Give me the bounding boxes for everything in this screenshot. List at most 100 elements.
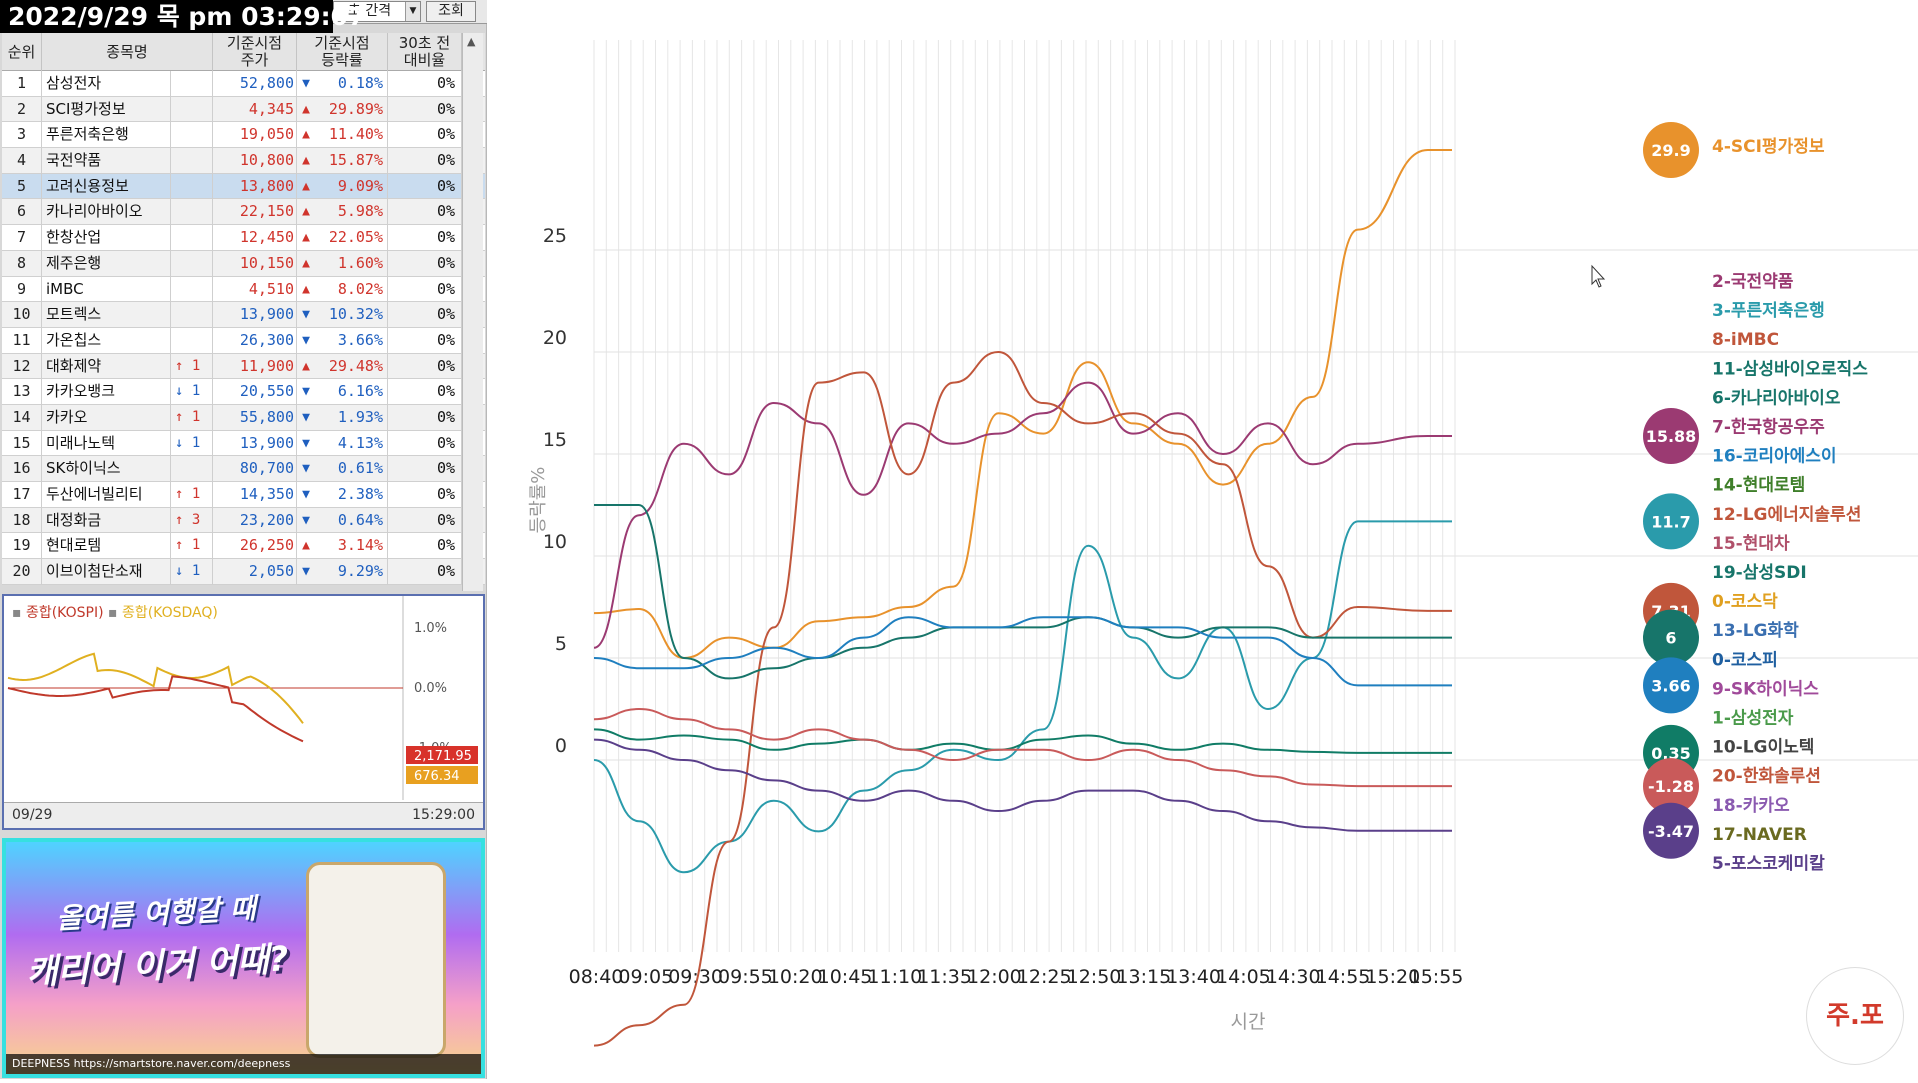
main-chart: 0 5 10 15 20 25 08:40 09:05 09:30 09:55 10:20 10:4… (488, 0, 1918, 1079)
price-cell: 10,800 (213, 148, 297, 174)
rank-change-cell: ↑ 1 (171, 533, 213, 560)
mini-time: 15:29:00 (412, 807, 475, 823)
rank-cell: 17 (2, 482, 42, 508)
header-price[interactable]: 기준시점 주가 (213, 33, 297, 71)
table-row[interactable]: 3 푸른저축은행 19,050 ▲ 11.40% 0% (2, 122, 485, 149)
rank-change-cell (171, 327, 213, 354)
price-cell: 2,050 (213, 559, 297, 585)
kospi-line (7, 675, 304, 743)
rank-cell: 4 (2, 148, 42, 174)
legend-label: 0-코스닥 (1712, 592, 1778, 612)
table-row[interactable]: 8 제주은행 10,150 ▲ 1.60% 0% (2, 250, 485, 277)
table-row[interactable]: 9 iMBC 4,510 ▲ 8.02% 0% (2, 276, 485, 303)
header-rate[interactable]: 기준시점 등락률 (297, 33, 388, 71)
stock-name-cell: 대화제약 (42, 353, 171, 380)
table-row[interactable]: 15 미래나노텍 ↓ 1 13,900 ▼ 4.13% 0% (2, 430, 485, 457)
table-row[interactable]: 4 국전약품 10,800 ▲ 15.87% 0% (2, 148, 485, 174)
rate-cell: 4.13% (315, 430, 388, 457)
table-row[interactable]: 7 한창산업 12,450 ▲ 22.05% 0% (2, 225, 485, 251)
triangle-down-icon: ▼ (302, 564, 310, 580)
legend-label: 11-삼성바이오로직스 (1712, 359, 1868, 379)
series-end-value: -3.47 (1648, 822, 1694, 841)
legend-label: 7-한국항공우주 (1712, 417, 1825, 438)
series-end-bubble (1643, 408, 1699, 465)
table-row[interactable]: 17 두산에너빌리티 ↑ 1 14,350 ▼ 2.38% 0% (2, 482, 485, 508)
stock-name-cell: 푸른저축은행 (42, 122, 171, 149)
header-prev[interactable]: 30초 전 대비율 (388, 33, 462, 71)
chevron-down-icon[interactable]: ▼ (405, 2, 420, 21)
rank-change-cell: ↓ 1 (171, 379, 213, 405)
price-cell: 80,700 (213, 456, 297, 482)
kosdaq-value: 676.34 (414, 769, 460, 784)
interval-label: 초 간격 (348, 3, 392, 19)
rank-change-cell (171, 199, 213, 226)
rank-cell: 20 (2, 559, 42, 585)
rank-change-cell (171, 302, 213, 328)
prev-ratio-cell: 0% (388, 71, 462, 97)
legend-label: 17-NAVER (1712, 825, 1807, 845)
scroll-up-icon[interactable]: ▲ (467, 35, 476, 48)
header-rank[interactable]: 순위 (2, 33, 42, 71)
rate-cell: 11.40% (315, 122, 388, 149)
x-tick-label: 11:35 (917, 966, 972, 988)
series-line-0 (593, 149, 1452, 660)
mini-ytick: 1.0% (414, 621, 447, 636)
mini-chart-plot: 1.0% 0.0% -1.0% 2,171.95 676.34 (7, 596, 478, 800)
table-row[interactable]: 11 가온칩스 26,300 ▼ 3.66% 0% (2, 327, 485, 354)
channel-logo: 주.포 (1806, 967, 1904, 1065)
kospi-value: 2,171.95 (414, 749, 472, 764)
rate-cell: 29.89% (315, 96, 388, 123)
series-end-bubble (1643, 493, 1699, 550)
price-cell: 22,150 (213, 199, 297, 226)
table-row[interactable]: 19 현대로템 ↑ 1 26,250 ▲ 3.14% 0% (2, 533, 485, 560)
table-row[interactable]: 5 고려신용정보 13,800 ▲ 9.09% 0% (2, 173, 485, 200)
table-row[interactable]: 16 SK하이닉스 80,700 ▼ 0.61% 0% (2, 456, 485, 482)
query-button[interactable]: 조회 (426, 1, 476, 22)
rate-cell: 1.93% (315, 404, 388, 431)
table-row[interactable]: 20 이브이첨단소재 ↓ 1 2,050 ▼ 9.29% 0% (2, 559, 485, 585)
left-panel: 2022/9/29 목 pm 03:29:07 초 간격 ▼ 조회 순위 종목명… (0, 0, 487, 1079)
scrollbar[interactable]: ▲ (462, 33, 483, 591)
legend-label: 8-iMBC (1712, 330, 1779, 350)
ad-banner[interactable]: 올여름 여행갈 때 캐리어 이거 어때? DEEPNESS https://sm… (2, 838, 485, 1078)
triangle-down-icon: ▼ (302, 409, 310, 425)
price-cell: 52,800 (213, 71, 297, 97)
prev-ratio-cell: 0% (388, 559, 462, 585)
legend-label: 5-포스코케미칼 (1712, 854, 1825, 874)
triangle-up-icon: ▲ (302, 358, 310, 374)
table-row[interactable]: 2 SCI평가정보 4,345 ▲ 29.89% 0% (2, 96, 485, 123)
stock-name-cell: 가온칩스 (42, 327, 171, 354)
header-name[interactable]: 종목명 (42, 33, 213, 71)
series-end-value: 11.7 (1651, 512, 1690, 531)
series-end-value: 6 (1665, 629, 1676, 648)
x-tick-label: 11:10 (867, 966, 922, 988)
triangle-up-icon: ▲ (302, 178, 310, 194)
triangle-down-icon: ▼ (302, 512, 310, 528)
y-tick-label: 10 (543, 531, 567, 553)
rate-cell: 0.61% (315, 456, 388, 482)
series-end-value: 15.88 (1646, 427, 1697, 446)
table-row[interactable]: 13 카카오뱅크 ↓ 1 20,550 ▼ 6.16% 0% (2, 379, 485, 405)
triangle-down-icon: ▼ (302, 332, 310, 348)
rank-cell: 3 (2, 122, 42, 149)
series-end-value: -1.28 (1648, 777, 1694, 796)
table-row[interactable]: 12 대화제약 ↑ 1 11,900 ▲ 29.48% 0% (2, 353, 485, 380)
rank-change-cell (171, 250, 213, 277)
x-tick-label: 08:40 (569, 966, 624, 988)
table-row[interactable]: 10 모트렉스 13,900 ▼ 10.32% 0% (2, 302, 485, 328)
table-row[interactable]: 1 삼성전자 52,800 ▼ 0.18% 0% (2, 71, 485, 97)
rank-cell: 14 (2, 404, 42, 431)
triangle-up-icon: ▲ (302, 230, 310, 246)
rate-cell: 0.64% (315, 507, 388, 534)
rate-cell: 3.66% (315, 327, 388, 354)
interval-select[interactable]: 초 간격 ▼ (333, 1, 421, 22)
prev-ratio-cell: 0% (388, 173, 462, 200)
triangle-down-icon: ▼ (302, 307, 310, 323)
price-cell: 13,900 (213, 430, 297, 457)
legend-label: 20-한화솔루션 (1712, 767, 1821, 787)
legend-kosdaq: 종합(KOSDAQ) (121, 605, 218, 621)
x-tick-label: 09:30 (668, 966, 723, 988)
table-row[interactable]: 6 카나리아바이오 22,150 ▲ 5.98% 0% (2, 199, 485, 226)
table-row[interactable]: 14 카카오 ↑ 1 55,800 ▼ 1.93% 0% (2, 404, 485, 431)
table-row[interactable]: 18 대정화금 ↑ 3 23,200 ▼ 0.64% 0% (2, 507, 485, 534)
